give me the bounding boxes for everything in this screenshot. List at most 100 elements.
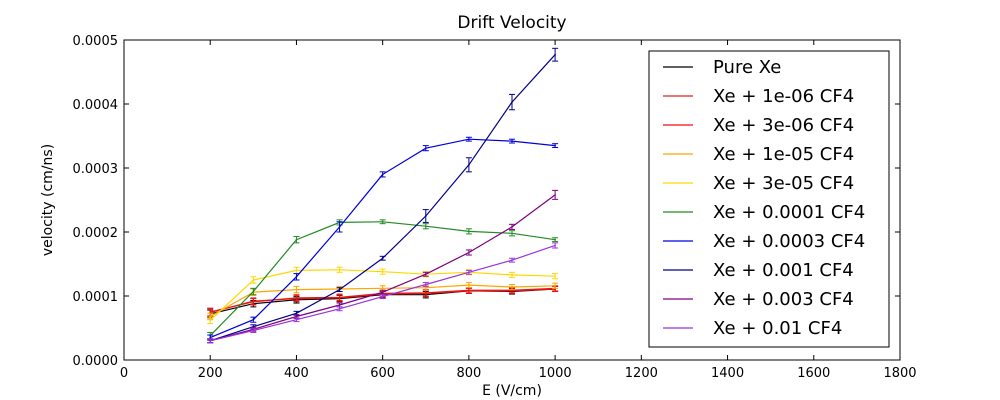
series-4 bbox=[207, 266, 559, 325]
data-point bbox=[468, 284, 470, 286]
data-point bbox=[511, 290, 513, 292]
series-5 bbox=[207, 219, 559, 340]
data-point bbox=[381, 291, 384, 293]
data-point bbox=[424, 215, 427, 217]
series-line bbox=[209, 138, 556, 339]
data-point bbox=[381, 220, 384, 223]
data-point bbox=[252, 279, 255, 281]
legend-label: Xe + 0.0001 CF4 bbox=[713, 202, 865, 223]
data-point bbox=[338, 268, 341, 271]
x-tick-label: 600 bbox=[370, 366, 395, 381]
data-point bbox=[295, 297, 298, 300]
data-point bbox=[381, 270, 384, 273]
data-point bbox=[468, 230, 470, 233]
legend-label: Pure Xe bbox=[713, 57, 781, 78]
data-point bbox=[511, 226, 513, 228]
data-point bbox=[554, 275, 556, 277]
axes-frame bbox=[123, 39, 901, 361]
y-tick-label: 0.0005 bbox=[73, 34, 119, 49]
data-point bbox=[381, 257, 384, 260]
data-point bbox=[295, 276, 298, 278]
series-line bbox=[209, 221, 556, 337]
data-point bbox=[209, 319, 212, 322]
series-9 bbox=[207, 242, 559, 344]
data-point bbox=[338, 308, 341, 310]
data-point bbox=[381, 287, 384, 290]
data-point bbox=[424, 273, 427, 276]
data-point bbox=[554, 194, 556, 196]
data-point bbox=[511, 140, 513, 142]
y-tick-label: 0.0001 bbox=[73, 290, 119, 305]
x-tick-label: 1600 bbox=[797, 366, 830, 381]
series-line bbox=[210, 194, 556, 342]
data-point bbox=[511, 259, 513, 261]
legend-label: Xe + 3e-06 CF4 bbox=[713, 115, 854, 136]
data-point bbox=[252, 290, 255, 293]
data-point bbox=[381, 173, 384, 176]
data-point bbox=[554, 244, 556, 247]
x-tick-label: 200 bbox=[198, 366, 223, 381]
data-point bbox=[338, 297, 341, 299]
data-point bbox=[295, 318, 298, 321]
series-6 bbox=[207, 136, 559, 341]
y-tick-label: 0.0003 bbox=[73, 162, 119, 177]
data-point bbox=[554, 53, 556, 56]
x-tick-label: 1400 bbox=[711, 366, 744, 381]
x-tick-label: 1800 bbox=[883, 366, 916, 381]
data-point bbox=[468, 290, 470, 292]
data-point bbox=[554, 144, 556, 147]
data-point bbox=[295, 288, 298, 291]
data-point bbox=[295, 312, 298, 315]
data-point bbox=[381, 295, 384, 298]
x-tick-label: 1200 bbox=[625, 366, 658, 381]
y-tick-label: 0.0002 bbox=[73, 226, 119, 241]
y-axis-label: velocity (cm/ns) bbox=[40, 144, 56, 256]
legend-box bbox=[648, 50, 890, 348]
data-point bbox=[424, 286, 427, 289]
data-point bbox=[252, 300, 255, 302]
data-point bbox=[468, 164, 470, 166]
x-tick-label: 800 bbox=[456, 366, 481, 381]
data-point bbox=[252, 329, 255, 332]
y-tick-label: 0.0000 bbox=[73, 354, 119, 369]
data-point bbox=[424, 283, 427, 286]
data-point bbox=[295, 315, 298, 318]
data-point bbox=[468, 251, 470, 254]
legend-label: Xe + 0.0003 CF4 bbox=[713, 231, 865, 252]
x-axis-label: E (V/cm) bbox=[482, 383, 542, 399]
data-point bbox=[424, 292, 427, 295]
x-tick-label: 1000 bbox=[539, 366, 572, 381]
data-point bbox=[468, 271, 470, 274]
legend: Pure Xe Xe + 1e-06 CF4 Xe + 3e-06 CF4 Xe + … bbox=[648, 50, 890, 348]
series-8 bbox=[207, 189, 559, 344]
data-point bbox=[511, 101, 513, 103]
data-point bbox=[468, 138, 470, 140]
y-tick-label: 0.0004 bbox=[73, 98, 119, 113]
data-point bbox=[511, 286, 513, 288]
data-point bbox=[554, 238, 556, 241]
data-point bbox=[511, 232, 513, 235]
plot-area: 0 200 400 600 800 1000 1200 1400 1600 1800 0.0000 0… bbox=[73, 34, 917, 381]
legend-label: Xe + 1e-06 CF4 bbox=[713, 86, 854, 107]
legend-label: Xe + 3e-05 CF4 bbox=[713, 173, 854, 194]
chart-title: Drift Velocity bbox=[457, 13, 566, 33]
series-7 bbox=[207, 47, 559, 344]
data-point bbox=[424, 225, 427, 228]
data-point bbox=[424, 147, 427, 149]
data-point bbox=[209, 340, 212, 342]
data-point bbox=[338, 226, 341, 228]
legend-label: Xe + 0.01 CF4 bbox=[713, 318, 842, 339]
data-point bbox=[252, 318, 255, 321]
data-point bbox=[338, 304, 341, 306]
data-point bbox=[338, 288, 341, 291]
data-point bbox=[554, 284, 556, 287]
data-point bbox=[295, 269, 298, 272]
data-point bbox=[209, 336, 212, 339]
legend-label: Xe + 0.001 CF4 bbox=[713, 260, 854, 281]
legend-label: Xe + 0.003 CF4 bbox=[713, 289, 854, 310]
legend-label: Xe + 1e-05 CF4 bbox=[713, 144, 854, 165]
x-tick-label: 400 bbox=[284, 366, 309, 381]
data-point bbox=[511, 274, 513, 276]
